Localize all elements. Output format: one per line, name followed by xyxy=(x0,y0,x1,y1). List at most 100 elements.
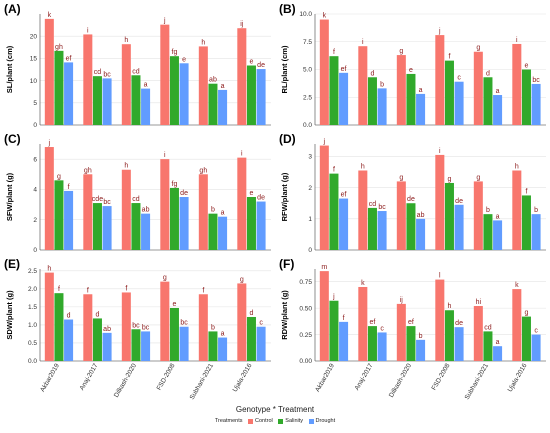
bar-letter-label: ef xyxy=(66,55,72,62)
bar xyxy=(169,187,179,250)
bar xyxy=(358,286,368,361)
bar-letter-label: i xyxy=(87,27,89,34)
bar-letter-label: f xyxy=(202,287,204,294)
y-tick-label: 3 xyxy=(308,154,312,161)
bar xyxy=(473,181,483,250)
y-axis-label: RFW/plant (g) xyxy=(280,172,289,221)
bar-letter-label: j xyxy=(48,140,51,147)
bar xyxy=(44,18,54,125)
y-tick-label: 20 xyxy=(30,33,38,40)
bar-letter-label: a xyxy=(221,331,225,338)
bar xyxy=(339,198,349,250)
y-tick-label: 2.5 xyxy=(303,94,312,101)
bar-letter-label: ef xyxy=(341,66,347,73)
legend-title: Genotype * Treatment xyxy=(235,405,315,414)
bar xyxy=(131,203,141,250)
bar xyxy=(44,272,54,361)
bar-letter-label: f xyxy=(333,49,335,56)
bar xyxy=(483,77,493,125)
panel-tag: (F) xyxy=(279,257,294,271)
y-axis-label: RL/plant (cm) xyxy=(280,45,289,93)
bar-letter-label: a xyxy=(221,83,225,90)
y-tick-label: 10.0 xyxy=(299,11,312,18)
x-tick-label: Akbar2019 xyxy=(39,362,61,393)
bar xyxy=(208,331,218,361)
bar-letter-label: ab xyxy=(209,77,217,84)
bar xyxy=(329,300,339,361)
bar-letter-label: d xyxy=(95,311,99,318)
x-tick-label: Dilkash-2020 xyxy=(388,362,413,399)
x-tick-label: Anaj-2017 xyxy=(79,362,100,391)
bar xyxy=(169,56,179,125)
bar-letter-label: f xyxy=(448,54,450,61)
legend-item-drought: Drought xyxy=(315,418,336,424)
y-tick-label: 2 xyxy=(33,217,37,224)
bar-letter-label: m xyxy=(321,264,327,271)
bar-letter-label: gh xyxy=(199,167,207,174)
bar-letter-label: b xyxy=(211,324,215,331)
bar-letter-label: ij xyxy=(240,21,244,28)
bar-letter-label: h xyxy=(47,266,51,273)
bar-letter-label: i xyxy=(439,148,441,155)
bar-letter-label: g xyxy=(524,310,528,317)
bar xyxy=(169,307,179,361)
x-tick-label: Ujala-2016 xyxy=(507,362,529,393)
y-tick-label: 6 xyxy=(33,156,37,163)
y-tick-label: 10 xyxy=(30,78,38,85)
bar xyxy=(483,331,493,361)
bar xyxy=(92,203,102,250)
bar xyxy=(179,326,189,361)
y-tick-label: 0.75 xyxy=(299,279,312,286)
y-tick-label: 0 xyxy=(33,122,37,129)
bar-letter-label: a xyxy=(221,210,225,217)
bar xyxy=(521,316,531,361)
y-tick-label: 5 xyxy=(33,100,37,107)
bar-letter-label: e xyxy=(249,190,253,197)
bar xyxy=(454,327,464,361)
bar xyxy=(483,214,493,250)
bar xyxy=(218,337,228,361)
bar-letter-label: g xyxy=(163,275,167,282)
y-tick-label: 0.00 xyxy=(299,358,312,365)
bar xyxy=(493,95,503,125)
legend-item-salinity: Salinity xyxy=(285,418,304,424)
bar xyxy=(367,326,377,361)
bar-letter-label: de xyxy=(257,195,265,202)
y-tick-label: 1 xyxy=(308,216,312,223)
y-tick-label: 2 xyxy=(308,185,312,192)
bar-letter-label: b xyxy=(534,207,538,214)
bar xyxy=(160,24,170,126)
bar-letter-label: d xyxy=(249,310,253,317)
bar-letter-label: b xyxy=(211,207,215,214)
y-tick-label: 1.5 xyxy=(28,304,37,311)
bar xyxy=(416,93,426,125)
bar xyxy=(218,89,228,125)
bar xyxy=(435,35,445,126)
bar-letter-label: cd xyxy=(132,196,140,203)
bar-letter-label: h xyxy=(361,164,365,171)
bar xyxy=(246,65,256,125)
x-tick-label: Akbar2019 xyxy=(314,362,336,393)
bar xyxy=(377,332,387,361)
bar xyxy=(64,319,74,361)
bar xyxy=(493,220,503,250)
chart-panel-b: (B)RL/plant (cm)0.02.55.07.510.0 kfefidbg… xyxy=(279,2,546,129)
bar-letter-label: f xyxy=(68,184,70,191)
panel-tag: (A) xyxy=(4,2,21,16)
bar xyxy=(406,73,416,125)
bar xyxy=(256,69,266,125)
bar-letter-label: fg xyxy=(172,181,178,188)
bar-letter-label: k xyxy=(48,12,52,19)
y-tick-label: 4 xyxy=(33,187,37,194)
bar-letter-label: d xyxy=(486,70,490,77)
bar-letter-label: d xyxy=(370,70,374,77)
bar xyxy=(160,159,170,250)
y-tick-label: 1.0 xyxy=(28,322,37,329)
bar xyxy=(473,306,483,361)
bar xyxy=(131,75,141,125)
bar-letter-label: h xyxy=(515,164,519,171)
bar xyxy=(319,271,329,361)
bar xyxy=(121,44,131,125)
y-axis-label: RDW/plant (g) xyxy=(280,290,289,340)
